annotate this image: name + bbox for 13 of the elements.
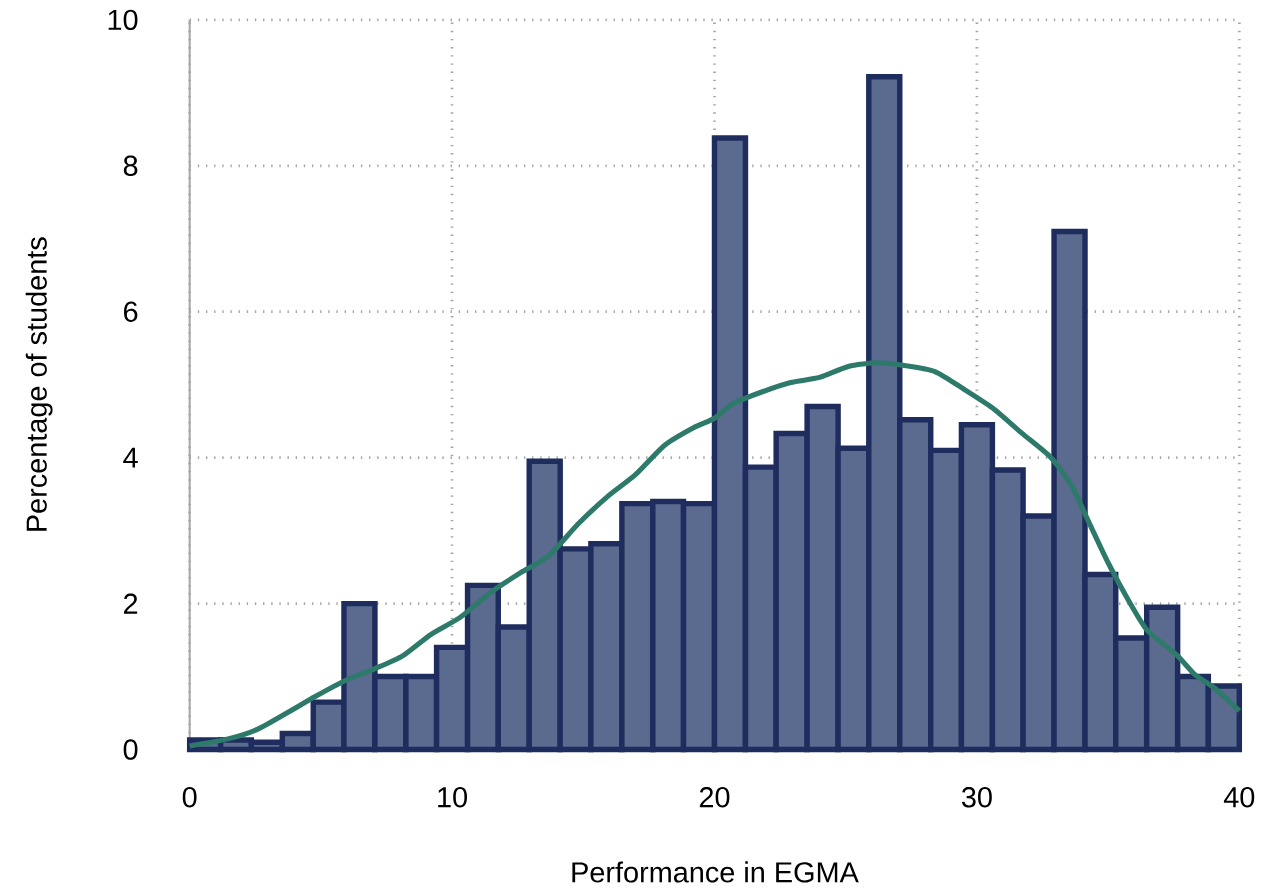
y-tick-label: 0: [123, 739, 138, 760]
x-tick-label: 10: [438, 786, 467, 808]
y-tick-label: 8: [123, 155, 138, 176]
x-tick-label: 30: [961, 786, 992, 808]
y-tick-label: 6: [124, 301, 138, 322]
x-tick-label: 0: [182, 786, 197, 808]
y-tick-label: 10: [108, 9, 138, 30]
x-tick-label: 40: [1223, 786, 1255, 808]
y-tick-label: 4: [123, 447, 138, 468]
y-tick-label: 2: [123, 593, 138, 614]
x-axis-title: Performance in EGMA: [572, 861, 859, 883]
y-axis-title: Percentage of students: [25, 237, 53, 531]
x-tick-label: 20: [699, 786, 730, 808]
